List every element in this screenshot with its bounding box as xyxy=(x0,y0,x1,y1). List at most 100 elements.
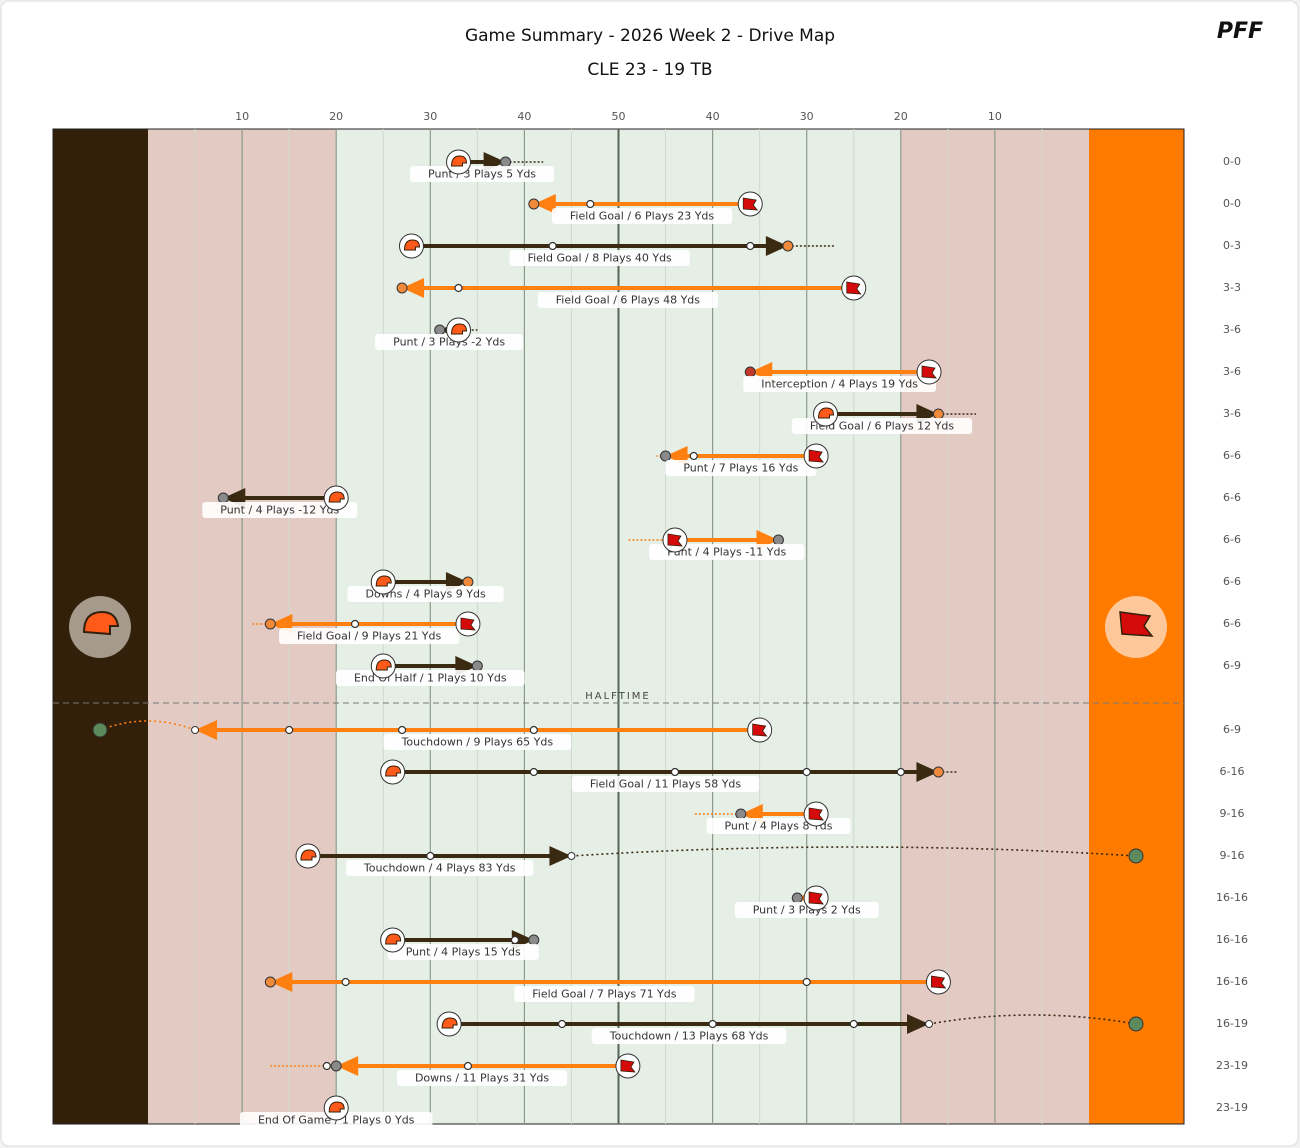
team-icon xyxy=(803,885,829,911)
flag xyxy=(931,975,947,989)
team-icon xyxy=(398,233,424,259)
score-label: 0-0 xyxy=(1223,155,1241,168)
team-icon xyxy=(323,485,349,511)
drive-end xyxy=(264,976,276,988)
helmet xyxy=(328,491,345,503)
label-box xyxy=(396,1070,568,1086)
team-icon xyxy=(370,653,396,679)
td-marker xyxy=(1128,848,1144,864)
halftime-label: HALFTIME xyxy=(585,691,651,702)
play-mark xyxy=(746,241,755,251)
flag xyxy=(846,281,862,295)
drive-label: Field Goal / 9 Plays 21 Yds xyxy=(297,630,441,643)
x-tick-label: 10 xyxy=(235,110,249,123)
score-label: 3-3 xyxy=(1223,281,1241,294)
team-icon xyxy=(916,359,942,385)
label-box xyxy=(649,544,805,560)
team-icon xyxy=(925,969,951,995)
team-icon xyxy=(436,1011,462,1037)
drive-label: Punt / 4 Plays -12 Yds xyxy=(220,504,339,517)
play-mark xyxy=(285,725,294,735)
drive-end xyxy=(528,934,540,946)
score-label: 16-19 xyxy=(1216,1017,1248,1030)
play-mark xyxy=(529,725,538,735)
play-mark xyxy=(896,767,905,777)
label-box xyxy=(551,208,733,224)
flag xyxy=(742,197,759,211)
drive-end xyxy=(528,198,540,210)
x-tick-label: 30 xyxy=(423,110,437,123)
flag xyxy=(460,617,476,631)
team-icon xyxy=(323,1095,349,1121)
play-mark xyxy=(350,619,360,629)
drive-arrow xyxy=(765,236,788,256)
score-label: 0-3 xyxy=(1223,239,1241,252)
drive-label: Touchdown / 9 Plays 65 Yds xyxy=(401,736,554,749)
team-icon xyxy=(813,401,839,427)
flag-tb xyxy=(1119,611,1154,637)
drive-end xyxy=(925,1020,934,1028)
score-label: 6-16 xyxy=(1220,765,1245,778)
td-marker xyxy=(1128,1016,1144,1032)
play-mark xyxy=(586,199,595,209)
label-box xyxy=(514,986,695,1002)
play-mark xyxy=(454,283,463,293)
drive-end xyxy=(782,240,794,252)
helmet xyxy=(441,1017,458,1029)
play-mark xyxy=(548,241,557,251)
team-logos xyxy=(69,596,1167,658)
helmet xyxy=(451,323,468,335)
drive-end xyxy=(567,852,576,860)
chart-title: Game Summary - 2026 Week 2 - Drive Map xyxy=(465,26,835,46)
team-icon xyxy=(446,149,472,175)
helmet xyxy=(385,765,402,777)
td-path xyxy=(571,846,1137,857)
drive-label: Punt / 3 Plays 5 Yds xyxy=(428,168,536,181)
helmet xyxy=(385,933,402,945)
drive-end xyxy=(500,156,512,168)
drive-end xyxy=(744,366,756,378)
play-mark xyxy=(322,1061,331,1071)
helmet xyxy=(375,575,392,587)
score-label: 9-16 xyxy=(1220,849,1245,862)
drive-arrow xyxy=(270,972,293,992)
drive-label: Field Goal / 8 Plays 40 Yds xyxy=(528,252,672,265)
label-box xyxy=(791,418,973,434)
play-mark xyxy=(463,1061,473,1071)
drive-label: Punt / 4 Plays 8 Yds xyxy=(724,820,832,833)
play-mark xyxy=(397,725,407,735)
chart-subtitle: CLE 23 - 19 TB xyxy=(587,60,712,80)
x-tick-label: 20 xyxy=(894,110,908,123)
flag xyxy=(921,365,937,379)
team-icon xyxy=(380,927,406,953)
flag xyxy=(808,891,824,905)
label-box xyxy=(279,628,460,644)
drive-end xyxy=(735,808,747,820)
drive-label: Touchdown / 4 Plays 83 Yds xyxy=(363,862,516,875)
label-box xyxy=(591,1028,787,1044)
team-icon xyxy=(803,801,829,827)
score-label: 6-6 xyxy=(1223,575,1241,588)
drive-end xyxy=(191,726,200,734)
helmet xyxy=(375,659,392,671)
score-label: 23-19 xyxy=(1216,1059,1248,1072)
score-label: 6-6 xyxy=(1223,449,1241,462)
play-mark xyxy=(689,451,698,461)
drive-label: Punt / 4 Plays 15 Yds xyxy=(406,946,521,959)
score-label: 6-9 xyxy=(1223,723,1241,736)
td-path xyxy=(928,1014,1137,1025)
label-box xyxy=(345,860,534,876)
team-icon xyxy=(615,1053,641,1079)
label-box xyxy=(571,776,760,792)
x-tick-label: 50 xyxy=(612,110,626,123)
helmet xyxy=(403,239,420,251)
score-label: 6-6 xyxy=(1223,533,1241,546)
drive-arrow xyxy=(195,720,218,740)
drive-label: Downs / 4 Plays 9 Yds xyxy=(365,588,485,601)
score-label: 16-16 xyxy=(1216,891,1248,904)
drive-label: Punt / 4 Plays -11 Yds xyxy=(667,546,786,559)
drive-label: Field Goal / 11 Plays 58 Yds xyxy=(590,778,741,791)
score-label: 6-6 xyxy=(1223,617,1241,630)
